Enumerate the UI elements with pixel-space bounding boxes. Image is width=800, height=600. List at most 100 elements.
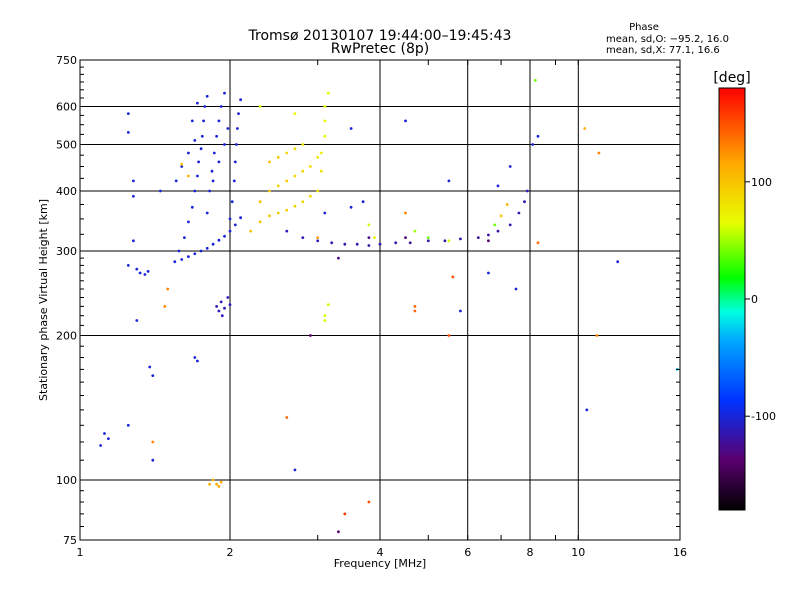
data-point xyxy=(232,179,236,183)
data-point xyxy=(293,468,297,472)
data-point xyxy=(219,105,223,108)
data-point xyxy=(196,101,199,105)
data-point xyxy=(408,241,412,245)
data-point xyxy=(293,204,297,208)
y-tick-label: 600 xyxy=(56,101,77,114)
data-point xyxy=(193,189,197,193)
data-point xyxy=(159,189,162,193)
data-point xyxy=(196,174,199,178)
data-point xyxy=(193,356,197,359)
data-point xyxy=(235,143,238,146)
data-point xyxy=(536,241,540,245)
data-point xyxy=(210,169,214,173)
data-point xyxy=(585,408,589,412)
data-point xyxy=(426,239,430,243)
data-point xyxy=(309,334,312,337)
data-point xyxy=(319,151,323,155)
data-point xyxy=(135,267,139,271)
colorbar xyxy=(718,87,746,511)
data-point xyxy=(205,94,209,98)
data-point xyxy=(239,98,243,102)
x-axis-label: Frequency [MHz] xyxy=(334,557,426,570)
data-point xyxy=(205,211,209,215)
colorbar-label: [deg] xyxy=(713,70,750,86)
data-point xyxy=(316,239,320,243)
data-point xyxy=(135,319,139,322)
data-point xyxy=(187,174,190,178)
data-point xyxy=(447,179,451,183)
data-point xyxy=(337,530,340,534)
data-point xyxy=(459,237,462,241)
grid-lines xyxy=(80,60,680,540)
data-point xyxy=(199,147,203,151)
data-point xyxy=(616,260,620,264)
data-point xyxy=(316,236,320,240)
data-point xyxy=(451,275,455,279)
data-point xyxy=(276,184,280,188)
colorbar-tick-label: 100 xyxy=(751,176,772,189)
data-point xyxy=(217,160,221,164)
data-point xyxy=(223,234,226,238)
data-point xyxy=(211,179,215,183)
data-point xyxy=(276,211,280,215)
data-point xyxy=(146,270,150,273)
data-point xyxy=(228,303,232,306)
data-point xyxy=(193,252,197,256)
data-point xyxy=(533,79,537,82)
data-point xyxy=(404,119,407,123)
data-point xyxy=(199,249,203,253)
data-point xyxy=(404,236,407,240)
y-tick-label: 400 xyxy=(56,185,77,198)
data-point xyxy=(355,242,359,246)
data-point xyxy=(268,189,271,193)
data-point xyxy=(493,223,497,227)
data-point xyxy=(219,480,223,484)
y-tick-label: 500 xyxy=(56,139,77,152)
data-point xyxy=(595,334,599,337)
data-point xyxy=(459,309,462,313)
data-point xyxy=(268,160,271,164)
data-point xyxy=(166,287,170,291)
data-point xyxy=(132,239,135,243)
x-tick-label: 1 xyxy=(77,546,84,559)
data-point xyxy=(126,264,130,267)
data-point xyxy=(99,444,102,447)
data-point xyxy=(323,314,327,318)
data-point xyxy=(525,189,529,193)
data-point xyxy=(208,482,212,486)
x-tick-label: 8 xyxy=(527,546,534,559)
data-point xyxy=(228,217,232,221)
data-point xyxy=(230,200,234,204)
data-point xyxy=(326,91,330,95)
x-tick-label: 10 xyxy=(571,546,585,559)
data-point xyxy=(193,139,197,142)
data-point xyxy=(187,220,190,224)
data-point xyxy=(220,314,224,318)
data-point xyxy=(200,134,204,138)
data-point xyxy=(239,216,243,220)
data-point xyxy=(183,236,186,240)
data-point xyxy=(301,236,305,240)
data-point xyxy=(349,127,353,130)
colorbar-tick-label: 0 xyxy=(751,293,758,306)
data-point xyxy=(499,214,503,218)
data-point xyxy=(203,105,207,108)
data-point xyxy=(323,211,327,215)
data-point xyxy=(523,200,526,204)
data-point xyxy=(217,309,221,313)
data-point xyxy=(258,105,262,108)
data-point xyxy=(309,165,312,168)
data-point xyxy=(361,200,365,204)
data-point xyxy=(233,223,237,227)
data-point xyxy=(293,174,297,178)
data-point xyxy=(223,91,226,95)
stats-line-o: mean, sd,O: −95.2, 16.0 xyxy=(606,34,729,45)
data-point xyxy=(226,127,230,130)
data-point xyxy=(285,179,289,183)
data-point xyxy=(505,203,509,206)
data-point xyxy=(187,151,190,155)
data-point xyxy=(103,432,106,435)
x-tick-label: 2 xyxy=(227,546,234,559)
data-point xyxy=(443,239,447,243)
data-point xyxy=(343,242,347,246)
